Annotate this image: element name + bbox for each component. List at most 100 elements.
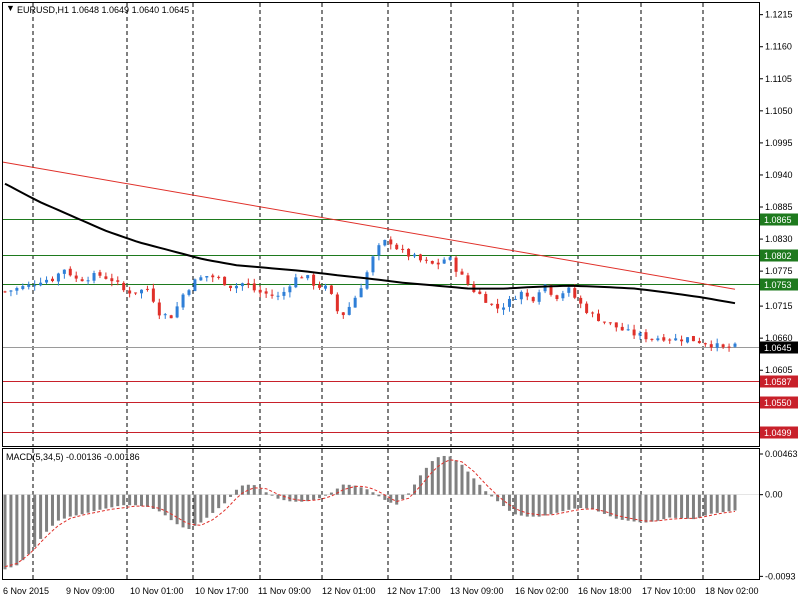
candle-body[interactable]: [104, 276, 108, 279]
candle-body[interactable]: [282, 291, 286, 296]
candlestick-series[interactable]: [3, 236, 737, 352]
candle-body[interactable]: [15, 288, 19, 291]
candle-body[interactable]: [258, 289, 262, 293]
candle-body[interactable]: [9, 290, 13, 292]
price-axis[interactable]: 1.1215 1.1160 1.1105 1.1050 1.0995 1.0940 1.08…: [759, 10, 793, 376]
candle-body[interactable]: [199, 277, 203, 281]
candle-body[interactable]: [157, 302, 161, 316]
candle-body[interactable]: [240, 283, 244, 287]
candle-body[interactable]: [217, 276, 221, 278]
candle-body[interactable]: [246, 283, 250, 285]
candle-body[interactable]: [478, 291, 482, 294]
candle-body[interactable]: [466, 275, 470, 285]
candle-body[interactable]: [608, 322, 612, 324]
candle-body[interactable]: [110, 278, 114, 282]
candle-body[interactable]: [436, 262, 440, 265]
candle-body[interactable]: [395, 244, 399, 250]
candle-body[interactable]: [407, 248, 411, 257]
candle-body[interactable]: [442, 259, 446, 264]
candle-body[interactable]: [347, 306, 351, 315]
candle-body[interactable]: [145, 288, 149, 290]
candle-body[interactable]: [116, 280, 120, 282]
candle-body[interactable]: [620, 326, 624, 331]
candle-body[interactable]: [537, 292, 541, 302]
candle-body[interactable]: [519, 291, 523, 300]
candle-body[interactable]: [715, 343, 719, 348]
candle-body[interactable]: [294, 277, 298, 288]
candle-body[interactable]: [151, 288, 155, 302]
candle-body[interactable]: [650, 338, 654, 340]
candle-body[interactable]: [430, 260, 434, 264]
candle-body[interactable]: [21, 286, 25, 290]
candle-body[interactable]: [134, 292, 138, 294]
candle-body[interactable]: [567, 287, 571, 293]
candle-body[interactable]: [585, 303, 589, 313]
candle-body[interactable]: [140, 289, 144, 294]
candle-body[interactable]: [371, 256, 375, 273]
candle-body[interactable]: [187, 290, 191, 295]
candle-body[interactable]: [579, 297, 583, 304]
dropdown-triangle-icon[interactable]: ▼: [6, 3, 15, 13]
candle-body[interactable]: [181, 294, 185, 308]
candle-body[interactable]: [383, 239, 387, 246]
candle-body[interactable]: [86, 280, 90, 282]
candle-body[interactable]: [341, 312, 345, 316]
candle-body[interactable]: [727, 346, 731, 348]
candle-body[interactable]: [335, 294, 339, 312]
candle-body[interactable]: [703, 343, 707, 345]
candle-body[interactable]: [193, 279, 197, 292]
candle-body[interactable]: [513, 298, 517, 300]
candle-body[interactable]: [448, 257, 452, 260]
candle-body[interactable]: [638, 332, 642, 336]
candle-body[interactable]: [223, 276, 227, 286]
candle-body[interactable]: [614, 322, 618, 328]
candle-body[interactable]: [591, 312, 595, 314]
candle-body[interactable]: [377, 245, 381, 256]
candle-body[interactable]: [418, 254, 422, 261]
candle-body[interactable]: [502, 307, 506, 310]
candle-body[interactable]: [128, 290, 132, 294]
candle-body[interactable]: [496, 303, 500, 309]
candle-body[interactable]: [662, 337, 666, 341]
candle-body[interactable]: [353, 297, 357, 308]
candle-body[interactable]: [531, 297, 535, 302]
candle-body[interactable]: [413, 254, 417, 257]
candle-body[interactable]: [62, 269, 66, 274]
candle-body[interactable]: [549, 285, 553, 295]
candle-body[interactable]: [205, 276, 209, 278]
candle-body[interactable]: [98, 272, 102, 276]
candle-body[interactable]: [365, 272, 369, 289]
candle-body[interactable]: [573, 288, 577, 298]
candle-body[interactable]: [709, 344, 713, 348]
candle-body[interactable]: [92, 273, 96, 281]
candle-body[interactable]: [3, 291, 7, 293]
candle-body[interactable]: [561, 293, 565, 299]
candle-body[interactable]: [656, 338, 660, 341]
candle-body[interactable]: [484, 293, 488, 303]
candle-body[interactable]: [50, 278, 54, 282]
candle-body[interactable]: [668, 339, 672, 341]
candle-body[interactable]: [163, 314, 167, 316]
candle-body[interactable]: [122, 282, 126, 291]
moving-average-line[interactable]: [4, 182, 736, 305]
candle-body[interactable]: [56, 273, 60, 282]
candle-body[interactable]: [264, 291, 268, 294]
candle-body[interactable]: [721, 344, 725, 348]
candle-body[interactable]: [288, 286, 292, 293]
candle-body[interactable]: [234, 285, 238, 289]
candle-body[interactable]: [602, 321, 606, 323]
candle-body[interactable]: [229, 285, 233, 288]
candle-body[interactable]: [175, 306, 179, 318]
candle-body[interactable]: [401, 248, 405, 250]
candle-body[interactable]: [454, 257, 458, 272]
candle-body[interactable]: [45, 279, 49, 283]
candle-body[interactable]: [507, 298, 511, 307]
candle-body[interactable]: [169, 315, 173, 319]
candle-body[interactable]: [323, 285, 327, 289]
macd-axis[interactable]: 0.00463 0.00 -0.0093: [759, 449, 798, 581]
candle-body[interactable]: [490, 303, 494, 305]
candle-body[interactable]: [632, 329, 636, 336]
candle-body[interactable]: [543, 284, 547, 292]
candle-body[interactable]: [644, 332, 648, 340]
candle-body[interactable]: [68, 268, 72, 276]
